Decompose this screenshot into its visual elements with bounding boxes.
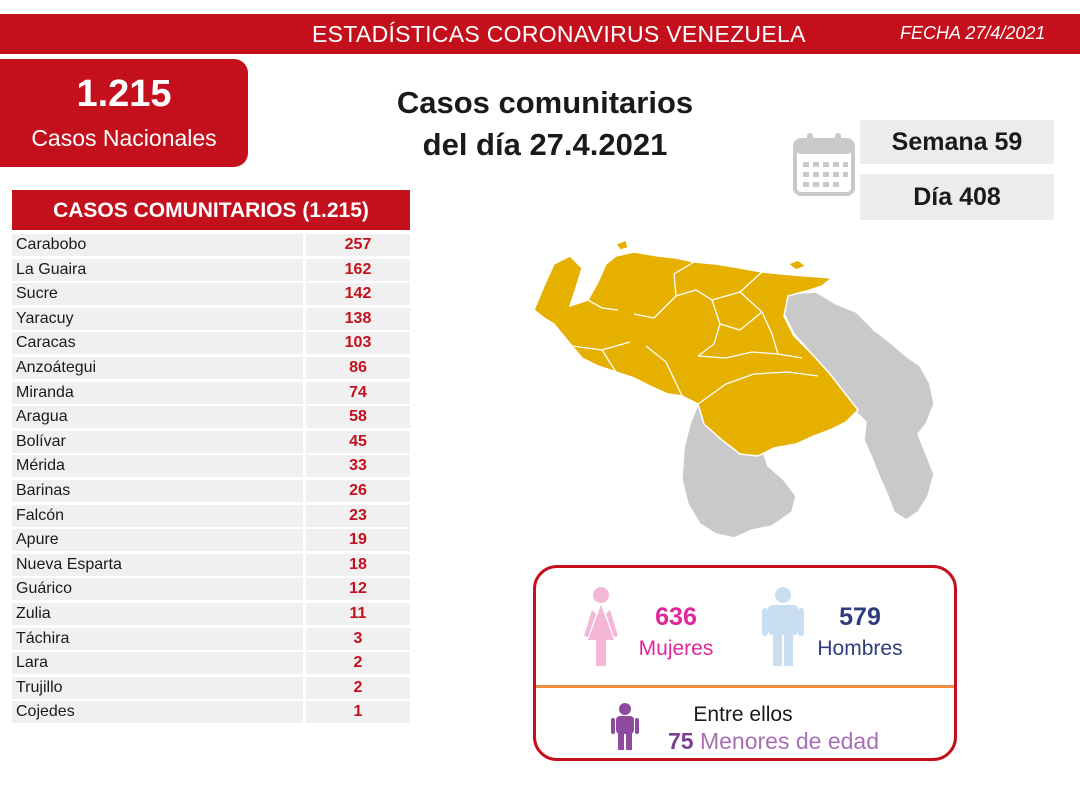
state-case-count: 1 — [306, 701, 410, 724]
map-region-with-cases — [533, 251, 859, 457]
state-name: Aragua — [12, 406, 303, 429]
state-case-count: 257 — [306, 234, 410, 256]
table-row: Táchira 3 — [12, 627, 410, 652]
state-case-count: 11 — [306, 602, 410, 625]
table-row: Barinas 26 — [12, 479, 410, 504]
women-count: 636 — [655, 603, 697, 631]
state-case-count: 86 — [306, 356, 410, 379]
state-case-count: 162 — [306, 258, 410, 281]
women-label: Mujeres — [638, 637, 714, 660]
table-row: Mérida 33 — [12, 454, 410, 479]
minors-line: 75 Menores de edad — [668, 728, 879, 755]
state-case-count: 74 — [306, 381, 410, 404]
child-person-icon — [611, 703, 639, 750]
table-row: La Guaira 162 — [12, 258, 410, 283]
table-row: Aragua 58 — [12, 405, 410, 430]
female-person-icon — [584, 587, 618, 666]
calendar-icon — [793, 133, 855, 196]
map-region-margarita — [786, 259, 808, 271]
week-indicator: Semana 59 — [860, 120, 1054, 164]
state-name: Trujillo — [12, 676, 303, 699]
state-case-count: 12 — [306, 578, 410, 601]
table-row: Zulia 11 — [12, 602, 410, 627]
state-name: La Guaira — [12, 258, 303, 281]
state-name: Anzoátegui — [12, 356, 303, 379]
banner-title: ESTADÍSTICAS CORONAVIRUS VENEZUELA — [312, 21, 806, 47]
page-title: Casos comunitarios del día 27.4.2021 — [390, 82, 700, 166]
state-name: Caracas — [12, 332, 303, 355]
table-row: Anzoátegui 86 — [12, 356, 410, 381]
state-case-count: 58 — [306, 406, 410, 429]
state-case-count: 2 — [306, 652, 410, 675]
community-cases-header: CASOS COMUNITARIOS (1.215) — [12, 190, 410, 230]
state-name: Yaracuy — [12, 307, 303, 330]
venezuela-states-map — [533, 238, 935, 539]
map-region-north-island — [614, 238, 629, 251]
men-count: 579 — [839, 603, 881, 631]
gender-breakdown-panel — [533, 565, 957, 761]
table-row: Guárico 12 — [12, 577, 410, 602]
banner-date: FECHA 27/4/2021 — [900, 23, 1046, 43]
men-label: Hombres — [817, 637, 903, 660]
state-name: Guárico — [12, 578, 303, 601]
table-row: Falcón 23 — [12, 504, 410, 529]
state-name: Apure — [12, 529, 303, 552]
day-indicator: Día 408 — [860, 174, 1054, 220]
page-title-line-1: Casos comunitarios — [396, 85, 694, 120]
state-name: Mérida — [12, 455, 303, 478]
state-name: Miranda — [12, 381, 303, 404]
state-case-count: 18 — [306, 553, 410, 576]
national-cases-total: 1.215 — [76, 73, 172, 115]
top-banner — [0, 14, 1080, 54]
state-case-count: 33 — [306, 455, 410, 478]
state-name: Nueva Esparta — [12, 553, 303, 576]
table-row: Bolívar 45 — [12, 430, 410, 455]
state-name: Carabobo — [12, 234, 303, 256]
minors-label: Menores de edad — [699, 728, 879, 754]
state-case-count: 3 — [306, 627, 410, 650]
state-name: Cojedes — [12, 701, 303, 724]
table-row: Lara 2 — [12, 651, 410, 676]
male-person-icon — [762, 587, 804, 666]
national-cases-label: Casos Nacionales — [31, 125, 217, 151]
state-case-count: 2 — [306, 676, 410, 699]
table-row: Sucre 142 — [12, 282, 410, 307]
state-case-count: 103 — [306, 332, 410, 355]
table-row: Nueva Esparta 18 — [12, 553, 410, 578]
table-row: Miranda 74 — [12, 381, 410, 406]
state-name: Bolívar — [12, 430, 303, 453]
state-case-count: 26 — [306, 479, 410, 502]
table-row: Caracas 103 — [12, 331, 410, 356]
state-name: Zulia — [12, 602, 303, 625]
table-row: Cojedes 1 — [12, 700, 410, 725]
minors-count: 75 — [668, 728, 694, 754]
table-row: Carabobo 257 — [12, 233, 410, 258]
state-name: Sucre — [12, 283, 303, 306]
state-case-count: 23 — [306, 504, 410, 527]
state-name: Falcón — [12, 504, 303, 527]
state-case-count: 19 — [306, 529, 410, 552]
panel-divider — [536, 685, 954, 688]
state-name: Lara — [12, 652, 303, 675]
state-case-count: 138 — [306, 307, 410, 330]
state-name: Táchira — [12, 627, 303, 650]
table-row: Apure 19 — [12, 528, 410, 553]
page-title-line-2: del día 27.4.2021 — [422, 127, 668, 162]
state-name: Barinas — [12, 479, 303, 502]
community-cases-table: Carabobo 257 La Guaira 162 Sucre 142 Yaracuy 13… — [12, 233, 410, 725]
among-them-label: Entre ellos — [693, 703, 793, 726]
state-case-count: 142 — [306, 283, 410, 306]
table-row: Trujillo 2 — [12, 676, 410, 701]
table-row: Yaracuy 138 — [12, 307, 410, 332]
state-case-count: 45 — [306, 430, 410, 453]
national-cases-card: 1.215 Casos Nacionales — [0, 59, 248, 167]
